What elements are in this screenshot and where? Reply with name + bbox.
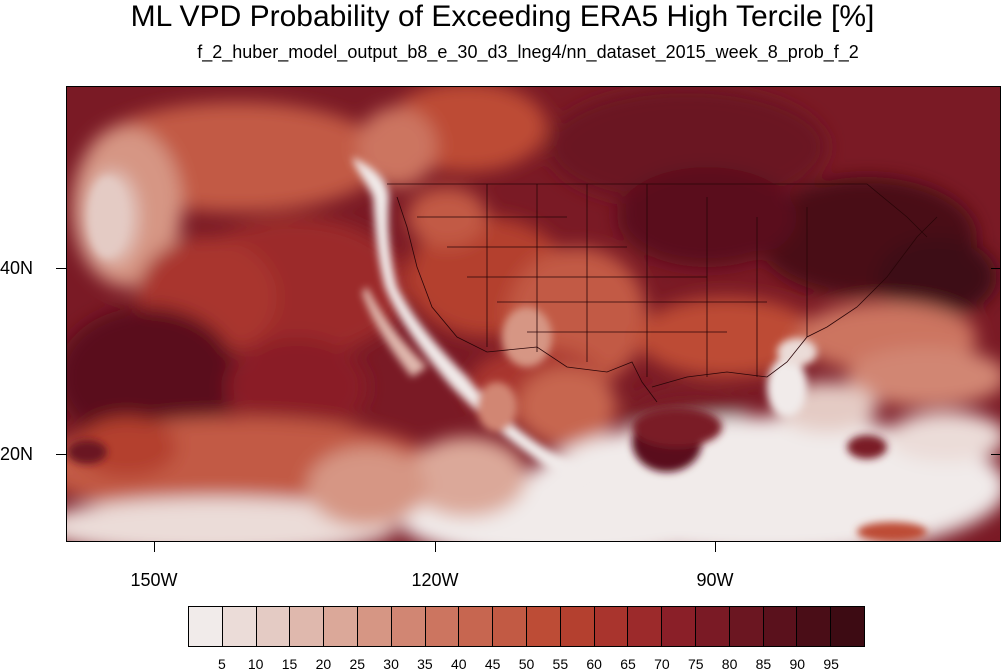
- colorbar-swatch: [763, 607, 798, 646]
- probability-field: [67, 87, 1000, 541]
- colorbar-swatch: [628, 607, 663, 646]
- colorbar-label: 30: [383, 656, 399, 672]
- colorbar-label: 5: [217, 656, 226, 672]
- colorbar-swatch: [290, 607, 325, 646]
- lon-label: 90W: [696, 570, 734, 590]
- field-shading: [67, 87, 1000, 541]
- colorbar-swatch: [526, 607, 561, 646]
- map-plot-area: [66, 86, 1001, 542]
- colorbar-swatch: [831, 607, 864, 646]
- colorbar-label: 65: [620, 656, 636, 672]
- colorbar-swatch: [391, 607, 426, 646]
- lon-tick: [154, 542, 155, 552]
- colorbar-label: 90: [789, 656, 806, 672]
- colorbar-swatch: [493, 607, 527, 646]
- colorbar-label: 10: [247, 656, 264, 672]
- colorbar-swatch: [256, 607, 291, 646]
- lon-label: 150W: [130, 570, 178, 590]
- colorbar-label: 40: [451, 656, 467, 672]
- lat-tick: [991, 454, 1001, 455]
- colorbar-label: 50: [518, 656, 535, 672]
- colorbar-swatch: [189, 607, 223, 646]
- colorbar-label: 15: [281, 656, 298, 672]
- colorbar-label: 75: [687, 656, 704, 672]
- colorbar-swatch: [560, 607, 595, 646]
- lat-tick: [56, 454, 66, 455]
- colorbar-swatch: [797, 607, 832, 646]
- map-subtitle: f_2_huber_model_output_b8_e_30_d3_lneg4/…: [197, 42, 859, 62]
- political-boundaries: [387, 183, 938, 403]
- colorbar-swatch: [222, 607, 257, 646]
- colorbar-label: 95: [823, 656, 839, 672]
- map-title: ML VPD Probability of Exceeding ERA5 Hig…: [130, 0, 875, 33]
- field-detail: [67, 157, 927, 541]
- colorbar-label: 70: [654, 656, 670, 672]
- colorbar-label: 55: [552, 656, 569, 672]
- colorbar-label: 20: [315, 656, 332, 672]
- lat-tick: [991, 268, 1001, 269]
- lat-tick: [56, 268, 66, 269]
- colorbar-swatch: [425, 607, 460, 646]
- colorbar-label: 35: [417, 656, 433, 672]
- colorbar-swatch: [357, 607, 392, 646]
- colorbar: [188, 606, 865, 647]
- colorbar-label: 85: [755, 656, 772, 672]
- colorbar-swatch: [594, 607, 629, 646]
- lat-label: 40N: [0, 258, 34, 278]
- lon-tick: [715, 542, 716, 552]
- colorbar-label: 25: [349, 656, 366, 672]
- lon-label: 120W: [411, 570, 459, 590]
- colorbar-label: 60: [586, 656, 602, 672]
- lon-tick: [435, 542, 436, 552]
- colorbar-label: 45: [484, 656, 501, 672]
- colorbar-swatch: [729, 607, 764, 646]
- colorbar-swatch: [459, 607, 494, 646]
- colorbar-swatch: [324, 607, 358, 646]
- colorbar-swatch: [695, 607, 730, 646]
- colorbar-swatch: [662, 607, 696, 646]
- lat-label: 20N: [0, 444, 34, 464]
- colorbar-label: 80: [721, 656, 738, 672]
